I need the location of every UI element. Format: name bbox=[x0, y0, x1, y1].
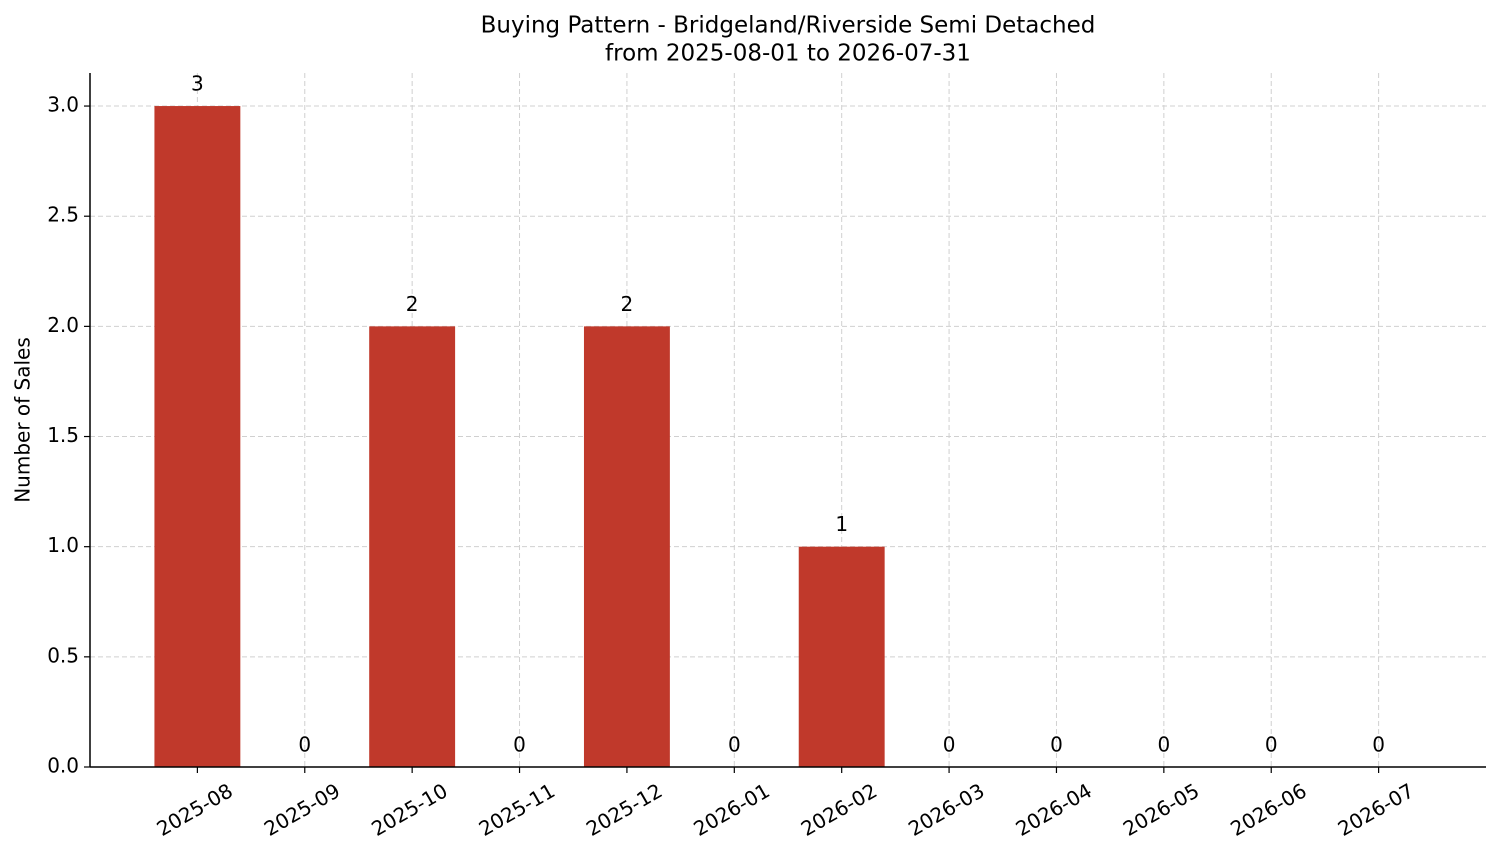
value-label: 0 bbox=[1372, 733, 1385, 757]
chart-title: Buying Pattern - Bridgeland/Riverside Se… bbox=[481, 13, 1096, 39]
x-tick-label: 2026-06 bbox=[1226, 778, 1310, 841]
x-tick-label: 2026-01 bbox=[689, 778, 773, 841]
x-tick-label: 2026-05 bbox=[1119, 778, 1203, 841]
x-tick-label: 2026-03 bbox=[904, 778, 988, 841]
y-tick-label: 0.5 bbox=[47, 643, 79, 667]
x-tick-label: 2025-09 bbox=[260, 778, 344, 841]
y-tick-label: 2.0 bbox=[47, 313, 79, 337]
value-label: 0 bbox=[728, 733, 741, 757]
value-label: 2 bbox=[406, 292, 419, 316]
x-tick-label: 2026-04 bbox=[1012, 778, 1096, 841]
value-label: 0 bbox=[1157, 733, 1170, 757]
y-tick-label: 2.5 bbox=[47, 203, 79, 227]
y-tick-label: 0.0 bbox=[47, 754, 79, 778]
value-label: 0 bbox=[1050, 733, 1063, 757]
x-tick-label: 2026-07 bbox=[1334, 778, 1418, 841]
x-tick-label: 2026-02 bbox=[797, 778, 881, 841]
y-tick-label: 1.5 bbox=[47, 423, 79, 447]
value-label: 0 bbox=[1265, 733, 1278, 757]
bar bbox=[798, 546, 885, 767]
bar bbox=[154, 106, 241, 768]
y-tick-label: 3.0 bbox=[47, 93, 79, 117]
value-label: 3 bbox=[191, 72, 204, 96]
x-tick-label: 2025-12 bbox=[582, 778, 666, 841]
y-axis-label: Number of Sales bbox=[11, 337, 35, 503]
x-tick-label: 2025-10 bbox=[367, 778, 451, 841]
value-label: 0 bbox=[298, 733, 311, 757]
value-label: 1 bbox=[835, 512, 848, 536]
value-label: 0 bbox=[513, 733, 526, 757]
bar bbox=[369, 326, 456, 767]
value-label: 0 bbox=[943, 733, 956, 757]
chart-subtitle: from 2025-08-01 to 2026-07-31 bbox=[605, 41, 971, 67]
y-tick-label: 1.0 bbox=[47, 533, 79, 557]
bar bbox=[583, 326, 670, 767]
x-tick-label: 2025-08 bbox=[152, 778, 236, 841]
value-label: 2 bbox=[621, 292, 634, 316]
x-tick-label: 2025-11 bbox=[475, 778, 559, 841]
